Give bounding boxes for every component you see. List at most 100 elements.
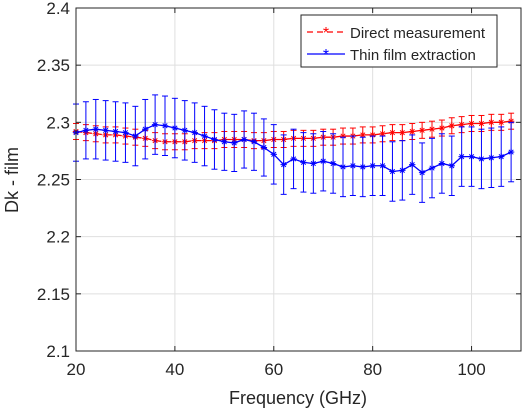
data-point (290, 155, 297, 163)
marker-stroke (152, 122, 158, 128)
marker-stroke (281, 162, 287, 168)
marker-stroke (488, 119, 494, 125)
data-point (112, 128, 119, 135)
data-point (191, 129, 198, 136)
data-point (409, 161, 416, 168)
data-point (428, 164, 436, 172)
legend-label-direct-measurement: Direct measurement (350, 25, 486, 42)
marker-stroke (498, 119, 504, 125)
marker-stroke (290, 156, 297, 162)
marker-stroke (231, 140, 237, 146)
marker-stroke (132, 133, 138, 139)
marker-stroke (468, 154, 475, 160)
data-point (270, 151, 277, 158)
marker-stroke (379, 131, 386, 137)
data-point (369, 162, 376, 169)
marker-stroke (192, 130, 198, 136)
data-point (181, 127, 188, 134)
marker-stroke (459, 154, 465, 160)
data-point (329, 160, 337, 167)
marker-stroke (409, 162, 415, 168)
data-point (201, 132, 208, 140)
data-point (389, 168, 396, 175)
data-point (418, 169, 426, 176)
marker-stroke (221, 139, 227, 145)
marker-stroke (112, 128, 119, 135)
data-point (468, 153, 475, 160)
marker-stroke (439, 125, 445, 131)
y-tick-label: 2.15 (37, 285, 70, 304)
data-point (310, 160, 317, 167)
marker-stroke (271, 151, 277, 157)
data-point (448, 122, 455, 129)
marker-stroke (251, 139, 257, 145)
data-point (320, 158, 327, 165)
data-point (418, 127, 426, 134)
marker-stroke (122, 130, 129, 136)
data-point (428, 125, 436, 133)
data-point (132, 132, 139, 140)
marker-stroke (429, 126, 435, 132)
marker-stroke (439, 160, 445, 167)
marker-stroke (449, 163, 455, 169)
data-point (240, 136, 248, 143)
y-axis-label: Dk - film (2, 147, 22, 213)
marker-stroke (498, 154, 504, 160)
marker-stroke (340, 164, 346, 170)
marker-stroke (162, 123, 168, 129)
data-point (389, 129, 396, 136)
data-point (260, 144, 268, 151)
marker-stroke (172, 125, 178, 131)
legend-marker-thin-film-extraction: * (323, 47, 329, 64)
data-point (409, 128, 416, 135)
marker-stroke (142, 126, 148, 132)
marker-stroke (468, 120, 475, 127)
marker-stroke (211, 136, 218, 143)
marker-stroke (310, 160, 316, 167)
y-tick-label: 2.2 (46, 228, 70, 247)
x-tick-label: 40 (165, 360, 184, 379)
legend-box (300, 14, 498, 68)
marker-stroke (350, 163, 356, 169)
y-tick-label: 2.1 (46, 342, 70, 361)
data-point (498, 153, 505, 160)
data-point (102, 127, 109, 134)
data-point (448, 162, 455, 169)
marker-stroke (419, 127, 425, 133)
x-tick-label: 100 (457, 360, 485, 379)
data-point (399, 167, 406, 174)
data-point (379, 162, 386, 169)
data-point (211, 136, 218, 143)
data-point (221, 138, 228, 145)
legend: * Direct measurement * Thin film extract… (300, 14, 498, 68)
marker-stroke (508, 149, 514, 155)
marker-stroke (330, 160, 336, 167)
marker-stroke (399, 167, 405, 173)
data-point (142, 125, 149, 133)
marker-stroke (409, 128, 415, 135)
marker-stroke (379, 163, 386, 169)
y-tick-label: 2.3 (46, 113, 70, 132)
x-axis-label: Frequency (GHz) (229, 388, 367, 408)
marker-stroke (389, 168, 396, 175)
marker-stroke (360, 132, 366, 138)
data-point (438, 160, 446, 167)
marker-stroke (93, 126, 99, 132)
marker-stroke (399, 130, 405, 136)
marker-stroke (300, 159, 307, 165)
data-point (250, 138, 258, 145)
data-point (171, 124, 179, 132)
marker-stroke (261, 144, 267, 151)
data-point (458, 153, 465, 160)
x-tick-label: 80 (363, 360, 382, 379)
marker-stroke (370, 163, 376, 169)
data-point (379, 130, 386, 137)
legend-marker-direct-measurement: * (323, 25, 329, 42)
marker-stroke (478, 156, 485, 162)
data-point (507, 148, 515, 156)
y-tick-label: 2.35 (37, 56, 70, 75)
x-tick-label: 20 (67, 360, 86, 379)
marker-stroke (360, 164, 366, 170)
marker-stroke (389, 130, 396, 136)
